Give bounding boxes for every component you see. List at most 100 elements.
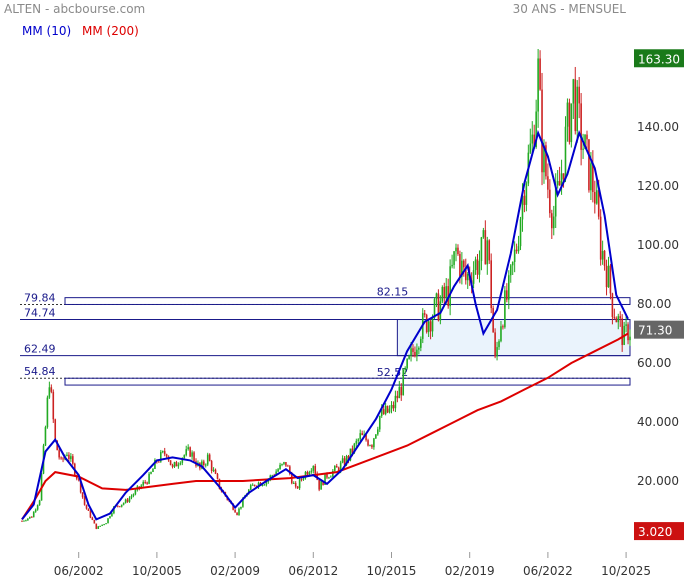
candle-body — [318, 479, 320, 490]
candle-body — [120, 504, 123, 507]
candle-body — [513, 249, 516, 262]
candle-body — [304, 471, 307, 479]
candle-body — [111, 513, 113, 517]
candle-body — [154, 459, 156, 469]
level-label: 54.84 — [24, 365, 56, 378]
candle-body — [214, 469, 217, 474]
candle-body — [605, 266, 608, 288]
candle-body — [232, 503, 234, 510]
candle-body — [95, 523, 98, 529]
candle-body — [101, 524, 103, 526]
candle-body — [492, 308, 494, 333]
candle-body — [414, 351, 416, 357]
candle-body — [515, 249, 518, 252]
candle-body — [619, 316, 622, 319]
y-tick-label: 60.00 — [637, 356, 671, 370]
candle-body — [50, 387, 53, 392]
last-badge: 71.30 — [638, 324, 672, 338]
candle-body — [609, 265, 612, 294]
candle-body — [507, 275, 510, 300]
candle-body — [611, 293, 614, 318]
candle-body — [56, 440, 58, 451]
candle-body — [578, 86, 580, 104]
candle-body — [441, 286, 444, 302]
candle-body — [402, 369, 405, 396]
candle-body — [109, 516, 111, 519]
candle-body — [423, 313, 426, 315]
candle-body — [545, 145, 547, 177]
candle-body — [549, 189, 551, 214]
candle-body — [36, 505, 39, 510]
candle-body — [584, 134, 586, 149]
candle-body — [126, 499, 129, 502]
candle-body — [107, 518, 109, 524]
candle-body — [181, 458, 184, 463]
candle-body — [576, 86, 579, 132]
min-badge-bg — [634, 522, 684, 541]
candle-body — [603, 250, 606, 267]
max-badge: 163.30 — [638, 52, 680, 66]
candle-body — [478, 260, 481, 275]
candle-body — [265, 481, 268, 485]
candle-body — [627, 324, 629, 341]
candle-body — [455, 247, 457, 252]
candle-body — [451, 264, 453, 267]
candle-body — [148, 473, 150, 484]
candle-body — [357, 439, 360, 441]
candle-body — [285, 462, 287, 466]
candle-body — [459, 254, 461, 277]
legend-mm10: MM (10) — [22, 24, 72, 38]
candle-body — [79, 479, 82, 493]
candle-body — [216, 473, 219, 479]
candle-body — [533, 134, 536, 147]
candle-body — [365, 434, 367, 441]
candle-body — [118, 506, 121, 508]
candle-body — [27, 518, 29, 521]
candle-body — [566, 102, 569, 127]
candle-body — [330, 476, 332, 478]
candle-body — [404, 368, 406, 370]
candle-body — [380, 409, 383, 416]
chart-title: ALTEN - abcbourse.com — [4, 2, 146, 16]
candle-body — [615, 318, 618, 323]
candle-body — [547, 176, 549, 190]
candle-body — [351, 448, 354, 453]
candle-body — [377, 429, 379, 435]
candle-body — [562, 173, 565, 180]
candle-body — [373, 438, 375, 448]
candle-body — [242, 498, 244, 507]
candle-body — [382, 409, 385, 415]
candle-body — [574, 79, 577, 132]
candle-body — [552, 216, 555, 229]
candle-body — [613, 317, 616, 319]
candle-body — [335, 466, 338, 468]
candle-body — [457, 247, 459, 255]
candle-body — [177, 464, 180, 467]
candle-body — [427, 321, 430, 333]
candle-body — [97, 526, 100, 529]
candle-body — [480, 237, 483, 261]
x-tick-label: 02/2009 — [210, 564, 260, 578]
candle-body — [312, 466, 315, 471]
candle-body — [337, 467, 340, 472]
candle-body — [158, 461, 160, 463]
candle-body — [263, 484, 266, 486]
x-tick-label: 10/2015 — [367, 564, 417, 578]
candle-body — [502, 326, 504, 328]
candle-body — [537, 58, 539, 112]
candle-body — [568, 102, 571, 143]
max-badge-bg — [634, 49, 684, 68]
chart-period: 30 ANS - MENSUEL — [512, 2, 626, 16]
candle-body — [281, 463, 283, 465]
candle-body — [580, 103, 582, 150]
candle-body — [85, 504, 88, 509]
candle-body — [328, 477, 330, 479]
candle-body — [208, 454, 211, 462]
candle-body — [474, 259, 477, 271]
candle-body — [343, 458, 346, 465]
candle-body — [21, 520, 23, 522]
candle-body — [283, 462, 285, 464]
candle-body — [494, 332, 496, 357]
candle-body — [150, 471, 152, 474]
candle-body — [506, 290, 508, 300]
